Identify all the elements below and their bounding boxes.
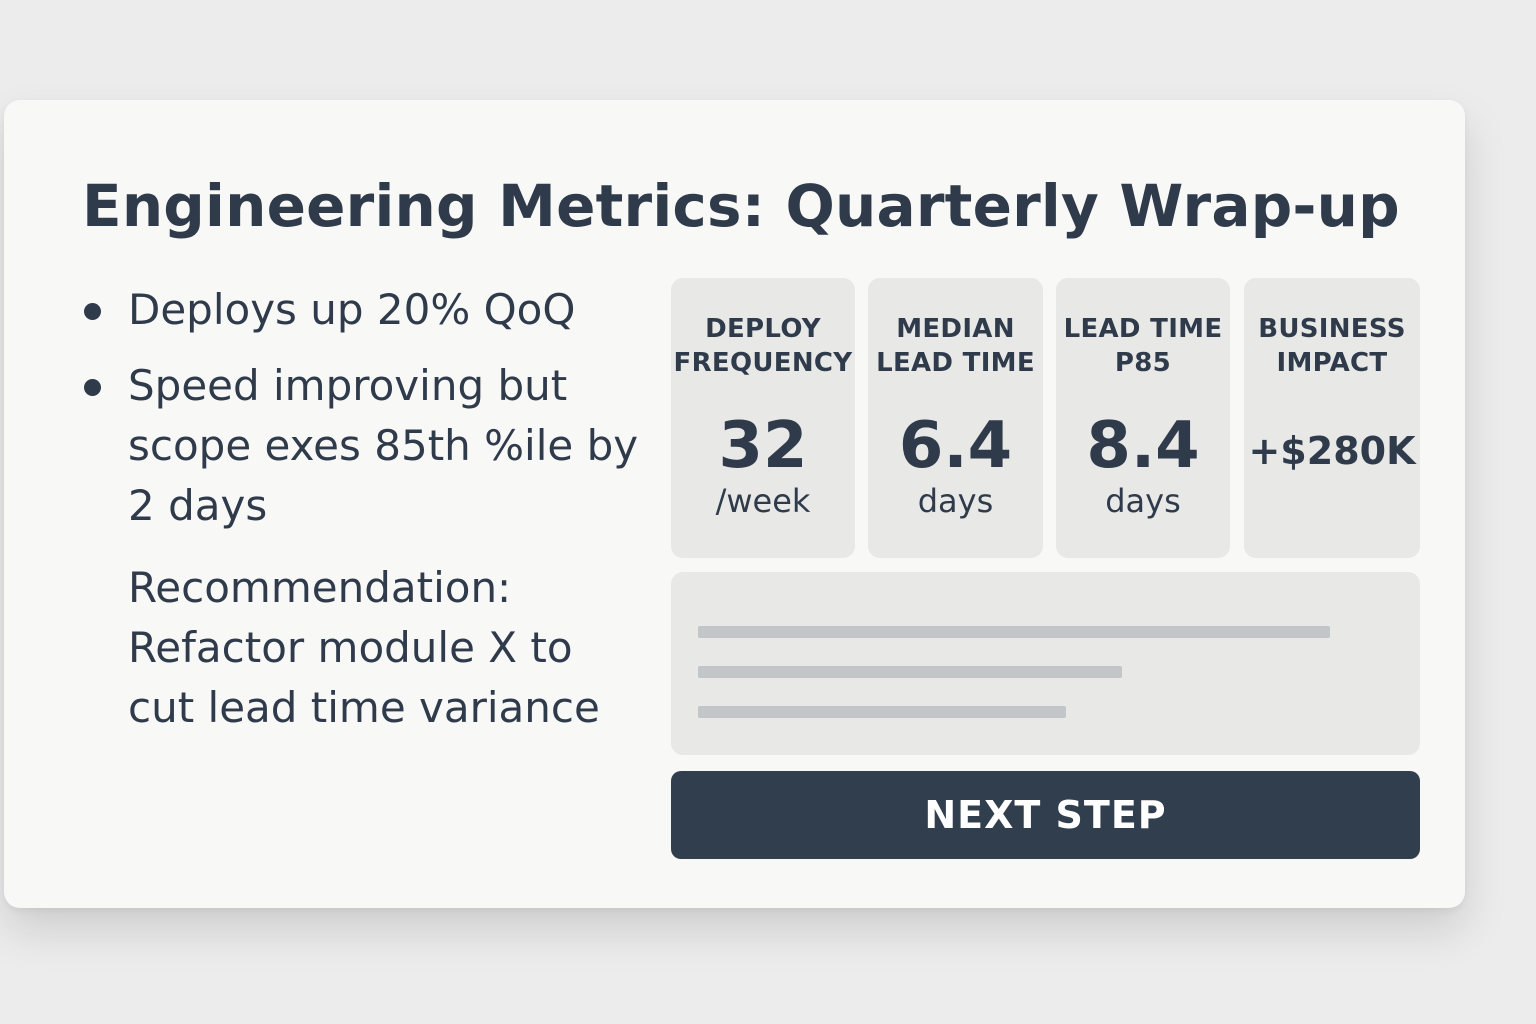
metric-label-line: P85 — [1114, 348, 1172, 378]
metric-label-line: MEDIAN — [896, 314, 1015, 344]
metric-value: 32 — [718, 409, 808, 483]
bullet-dot-icon — [84, 303, 101, 320]
bullet-dot-icon — [84, 379, 101, 396]
recommendation-text: Recommendation: Refactor module X to cut… — [128, 563, 600, 732]
metric-tile-deploy-frequency: DEPLOY FREQUENCY 32 /week — [671, 278, 855, 558]
metric-label: LEAD TIME P85 — [1056, 312, 1230, 380]
slide-card: Engineering Metrics: Quarterly Wrap-up D… — [4, 100, 1465, 908]
bullet-text: Speed improving but scope exes 85th %ile… — [128, 361, 639, 530]
metric-label-line: LEAD TIME — [876, 348, 1035, 378]
metric-tile-lead-time-p85: LEAD TIME P85 8.4 days — [1056, 278, 1230, 558]
metric-label-line: FREQUENCY — [673, 348, 853, 378]
metric-label: DEPLOY FREQUENCY — [671, 312, 855, 380]
slide-title: Engineering Metrics: Quarterly Wrap-up — [82, 172, 1400, 240]
metric-label: MEDIAN LEAD TIME — [868, 312, 1043, 380]
bullet-item: Speed improving but scope exes 85th %ile… — [84, 356, 648, 536]
metric-value: +$280K — [1248, 429, 1416, 473]
metric-tile-median-lead-time: MEDIAN LEAD TIME 6.4 days — [868, 278, 1043, 558]
metric-value: 8.4 — [1086, 409, 1200, 483]
metric-label-line: IMPACT — [1276, 348, 1388, 378]
metric-label-line: BUSINESS — [1258, 314, 1406, 344]
placeholder-text-line — [698, 666, 1122, 678]
metric-label-line: DEPLOY — [705, 314, 821, 344]
bullet-item: Deploys up 20% QoQ — [84, 280, 648, 340]
metric-unit: /week — [715, 482, 811, 520]
metric-unit: days — [1105, 482, 1181, 520]
metric-value: 6.4 — [898, 409, 1013, 483]
metric-label: BUSINESS IMPACT — [1244, 312, 1420, 380]
metric-label-line: LEAD TIME — [1063, 314, 1223, 344]
placeholder-text-line — [698, 626, 1330, 638]
placeholder-text-line — [698, 706, 1066, 718]
metric-unit: days — [917, 482, 994, 520]
bullet-list: Deploys up 20% QoQ Speed improving but s… — [84, 280, 648, 738]
next-step-button[interactable]: NEXT STEP — [671, 771, 1420, 859]
metric-tile-business-impact: BUSINESS IMPACT +$280K — [1244, 278, 1420, 558]
bullet-text: Deploys up 20% QoQ — [128, 285, 576, 334]
summary-panel — [671, 572, 1420, 755]
